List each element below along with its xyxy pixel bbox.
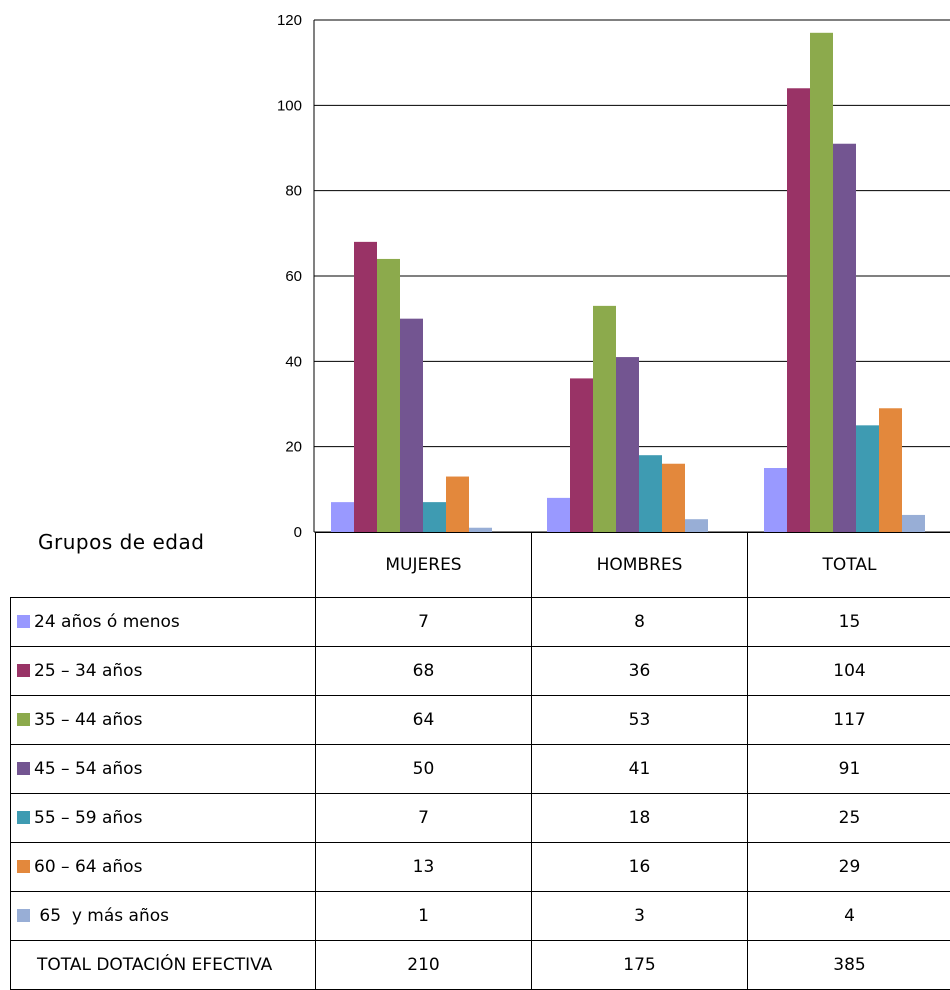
table-cell: 104 — [748, 647, 950, 696]
column-header-total: TOTAL — [748, 533, 950, 598]
table-cell: 50 — [316, 745, 532, 794]
total-row-label: TOTAL DOTACIÓN EFECTIVA — [11, 941, 316, 990]
table-cell: 41 — [532, 745, 748, 794]
total-cell: 210 — [316, 941, 532, 990]
bar — [879, 408, 902, 532]
y-tick-label: 100 — [277, 97, 302, 114]
row-label-text: 35 – 44 años — [34, 710, 142, 730]
bar — [662, 464, 685, 532]
row-label-text: 55 – 59 años — [34, 808, 142, 828]
bar — [787, 88, 810, 532]
legend-swatch — [17, 811, 30, 824]
table-cell: 15 — [748, 598, 950, 647]
total-cell: 385 — [748, 941, 950, 990]
bar — [764, 468, 787, 532]
row-label: 24 años ó menos — [11, 598, 316, 647]
table-cell: 25 — [748, 794, 950, 843]
bar — [685, 519, 708, 532]
bar — [446, 477, 469, 532]
table-cell: 36 — [532, 647, 748, 696]
bar-series — [331, 33, 925, 532]
table-title: Grupos de edad — [38, 530, 204, 554]
table-cell: 7 — [316, 598, 532, 647]
bar — [570, 378, 593, 532]
legend-swatch — [17, 860, 30, 873]
y-tick-label: 120 — [277, 12, 302, 29]
y-tick-label: 60 — [285, 268, 302, 285]
row-label: 25 – 34 años — [11, 647, 316, 696]
table-cell: 64 — [316, 696, 532, 745]
bar — [593, 306, 616, 532]
table-cell: 13 — [316, 843, 532, 892]
table-cell: 1 — [316, 892, 532, 941]
y-tick-label: 80 — [285, 183, 302, 200]
table-cell: 7 — [316, 794, 532, 843]
row-label: 55 – 59 años — [11, 794, 316, 843]
bar — [810, 33, 833, 532]
total-cell: 175 — [532, 941, 748, 990]
legend-swatch — [17, 909, 30, 922]
table-cell: 53 — [532, 696, 748, 745]
bar — [833, 144, 856, 532]
table-cell: 91 — [748, 745, 950, 794]
legend-swatch — [17, 713, 30, 726]
table-cell: 117 — [748, 696, 950, 745]
row-label-text: 60 – 64 años — [34, 857, 142, 877]
bar — [331, 502, 354, 532]
bar — [639, 455, 662, 532]
table-cell: 68 — [316, 647, 532, 696]
bar — [616, 357, 639, 532]
row-label: 45 – 54 años — [11, 745, 316, 794]
row-label: 60 – 64 años — [11, 843, 316, 892]
table-cell: 18 — [532, 794, 748, 843]
bar — [423, 502, 446, 532]
bar — [354, 242, 377, 532]
row-label-text: 65 y más años — [34, 906, 169, 926]
row-label-text: 25 – 34 años — [34, 661, 142, 681]
legend-swatch — [17, 615, 30, 628]
y-tick-label: 40 — [285, 353, 302, 370]
y-tick-label: 20 — [285, 439, 302, 456]
bar — [400, 319, 423, 532]
table-cell: 8 — [532, 598, 748, 647]
legend-swatch — [17, 664, 30, 677]
column-header-mujeres: MUJERES — [316, 533, 532, 598]
bar — [856, 425, 879, 532]
row-label-text: 45 – 54 años — [34, 759, 142, 779]
bar — [902, 515, 925, 532]
table-cell: 3 — [532, 892, 748, 941]
bar — [547, 498, 570, 532]
row-label: 35 – 44 años — [11, 696, 316, 745]
row-label-text: 24 años ó menos — [34, 612, 180, 632]
column-header-hombres: HOMBRES — [532, 533, 748, 598]
bar — [377, 259, 400, 532]
table-cell: 4 — [748, 892, 950, 941]
legend-swatch — [17, 762, 30, 775]
row-label: 65 y más años — [11, 892, 316, 941]
table-cell: 16 — [532, 843, 748, 892]
table-cell: 29 — [748, 843, 950, 892]
